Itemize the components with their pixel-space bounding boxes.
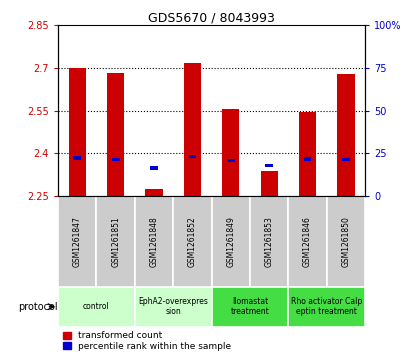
Bar bbox=[288, 196, 327, 287]
Bar bbox=[212, 287, 288, 327]
Text: protocol: protocol bbox=[19, 302, 58, 312]
Bar bbox=[68, 68, 86, 196]
Bar bbox=[337, 74, 355, 196]
Text: Ilomastat
treatment: Ilomastat treatment bbox=[231, 297, 269, 317]
Legend: transformed count, percentile rank within the sample: transformed count, percentile rank withi… bbox=[63, 331, 231, 351]
Text: GSM1261849: GSM1261849 bbox=[226, 216, 235, 267]
Bar bbox=[150, 167, 158, 170]
Text: GSM1261850: GSM1261850 bbox=[342, 216, 351, 267]
Text: GSM1261848: GSM1261848 bbox=[149, 216, 159, 267]
Text: EphA2-overexpres
sion: EphA2-overexpres sion bbox=[138, 297, 208, 317]
Bar bbox=[222, 109, 239, 196]
Bar bbox=[250, 196, 288, 287]
Bar bbox=[58, 287, 135, 327]
Bar bbox=[135, 287, 212, 327]
Text: GSM1261851: GSM1261851 bbox=[111, 216, 120, 267]
Bar bbox=[107, 73, 124, 196]
Bar bbox=[58, 196, 96, 287]
Bar bbox=[135, 196, 173, 287]
Bar bbox=[73, 156, 81, 160]
Bar bbox=[227, 159, 235, 162]
Title: GDS5670 / 8043993: GDS5670 / 8043993 bbox=[148, 11, 275, 24]
Bar bbox=[188, 155, 196, 158]
Bar bbox=[261, 171, 278, 196]
Text: GSM1261852: GSM1261852 bbox=[188, 216, 197, 267]
Bar bbox=[266, 164, 273, 167]
Bar bbox=[145, 189, 163, 196]
Bar bbox=[327, 196, 365, 287]
Bar bbox=[288, 287, 365, 327]
Text: GSM1261846: GSM1261846 bbox=[303, 216, 312, 267]
Bar bbox=[342, 158, 350, 161]
Bar bbox=[212, 196, 250, 287]
Bar bbox=[304, 157, 312, 161]
Bar bbox=[96, 196, 135, 287]
Bar bbox=[173, 196, 212, 287]
Bar bbox=[112, 158, 120, 161]
Text: GSM1261853: GSM1261853 bbox=[265, 216, 274, 267]
Bar bbox=[184, 63, 201, 196]
Bar bbox=[299, 112, 316, 196]
Text: control: control bbox=[83, 302, 110, 311]
Text: GSM1261847: GSM1261847 bbox=[73, 216, 82, 267]
Text: Rho activator Calp
eptin treatment: Rho activator Calp eptin treatment bbox=[291, 297, 362, 317]
